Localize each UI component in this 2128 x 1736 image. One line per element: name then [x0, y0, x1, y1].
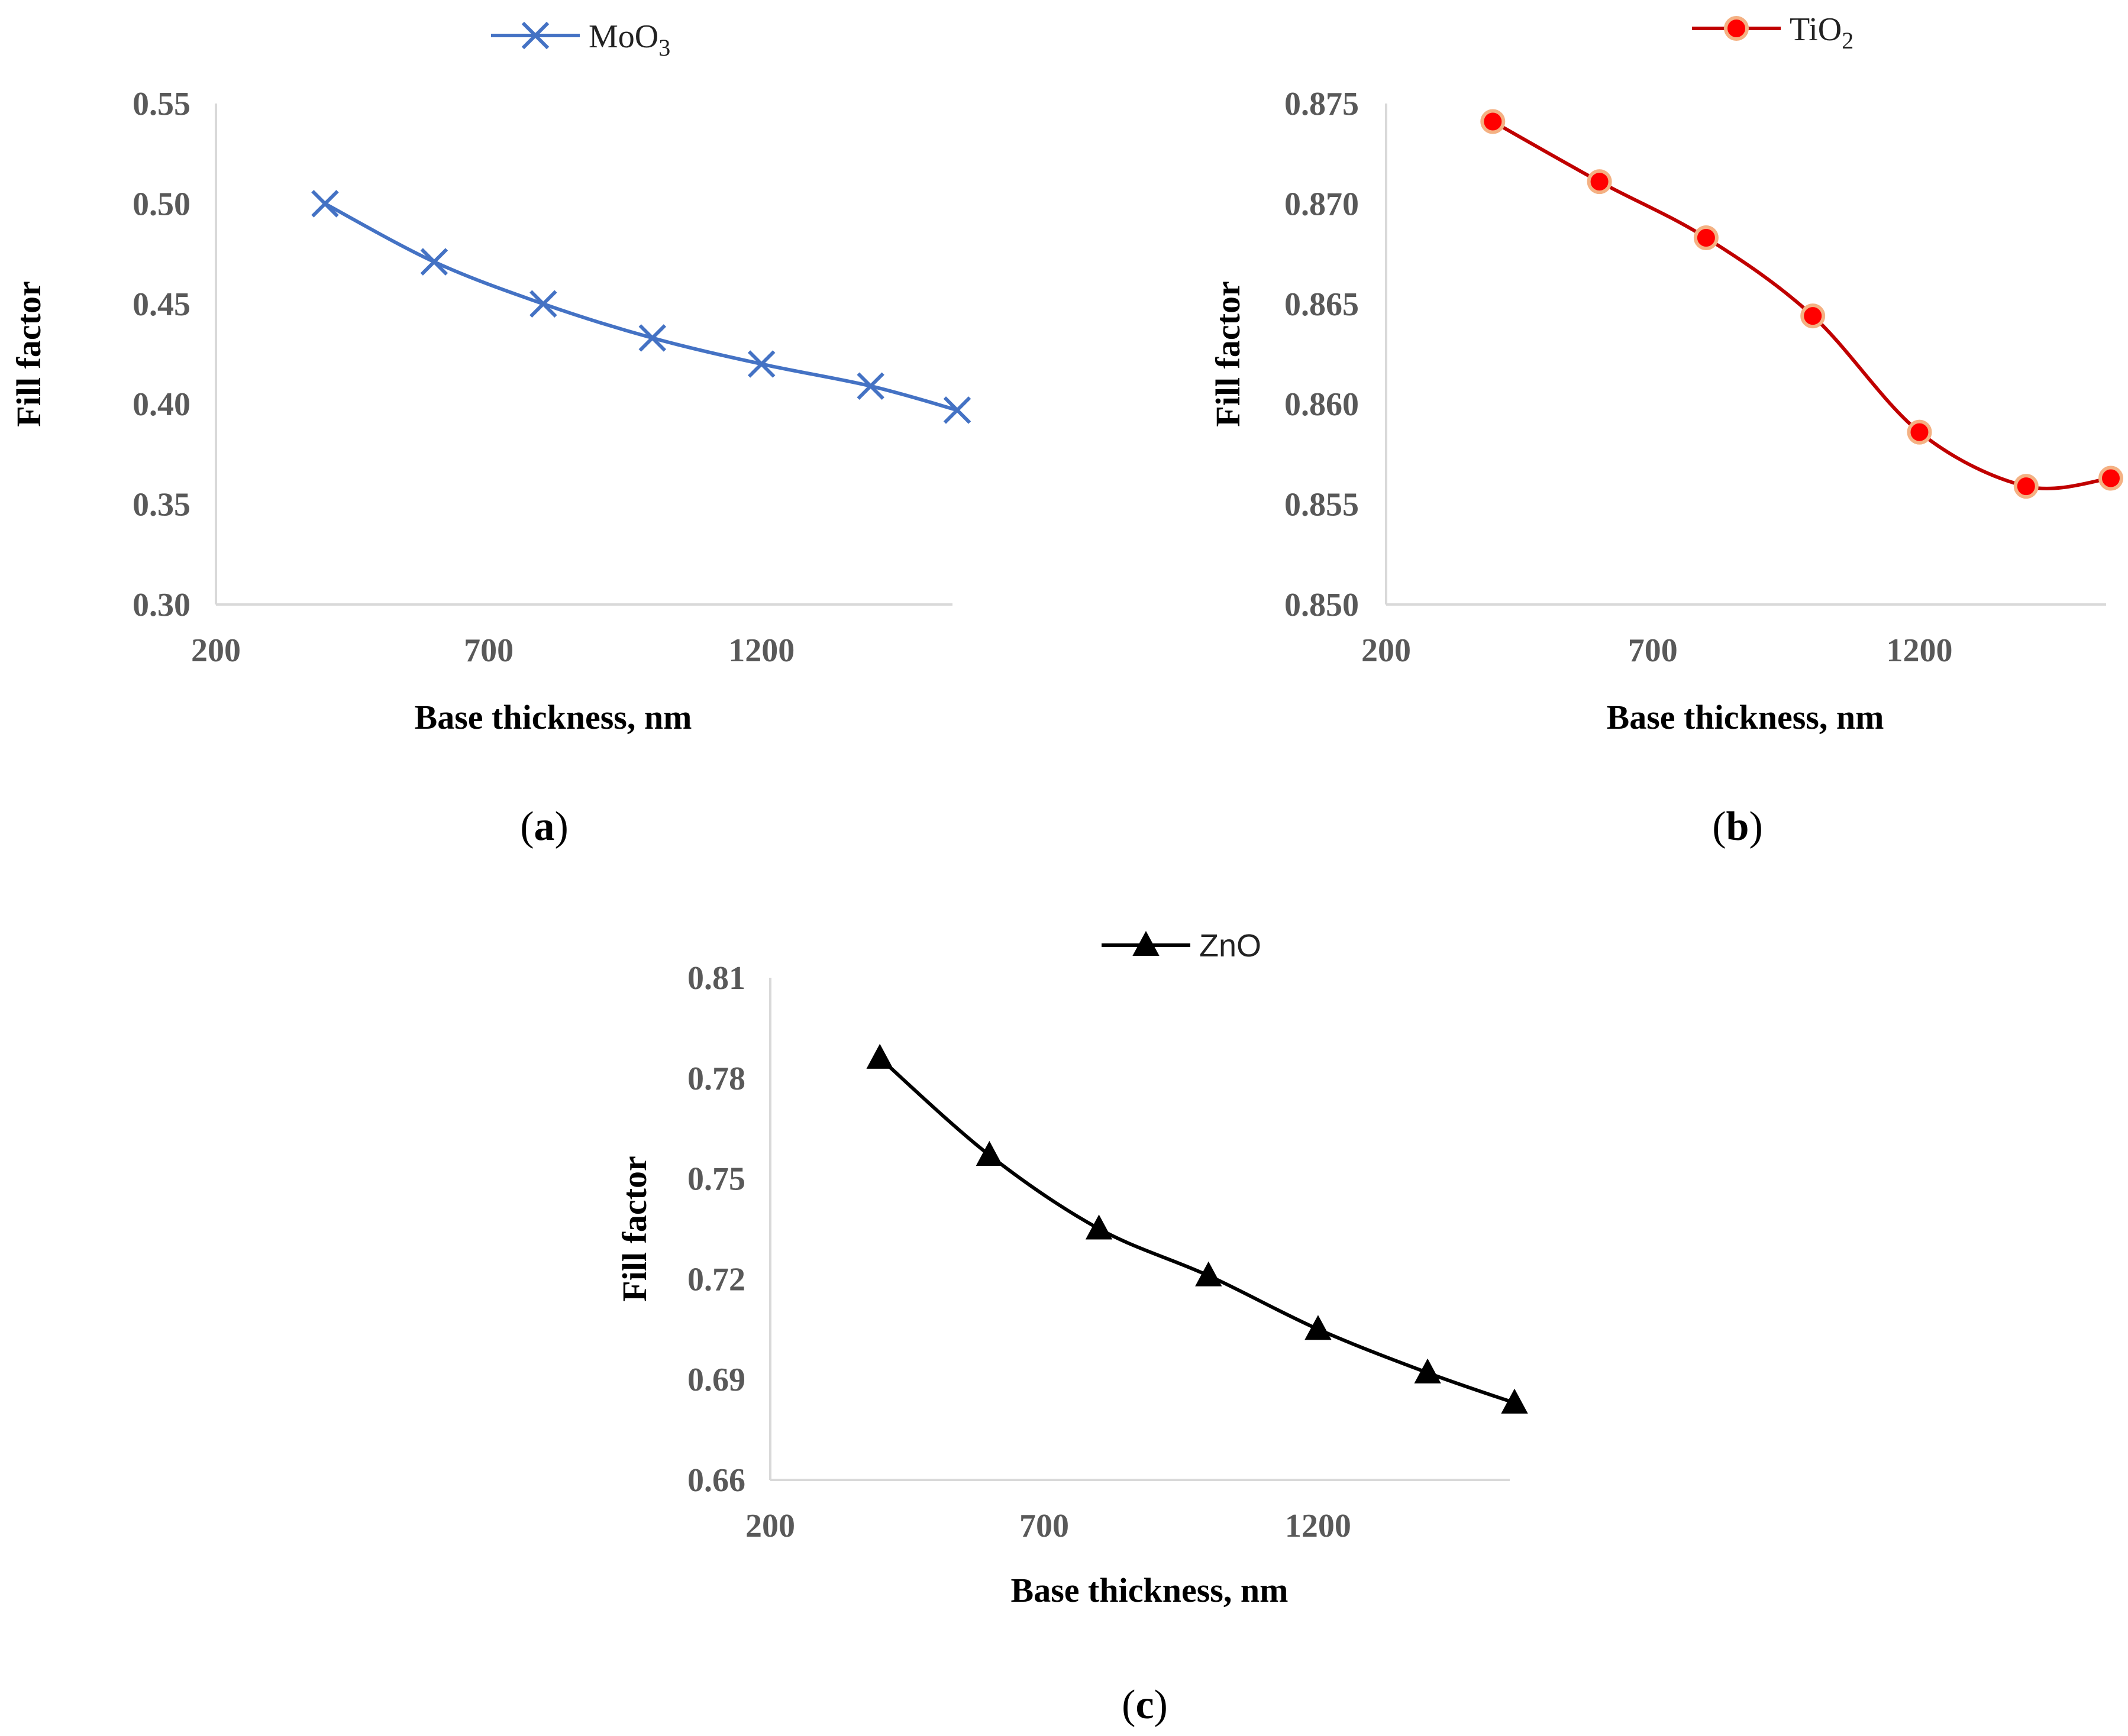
y-axis-title: Fill factor [9, 281, 48, 426]
legend-label-base: MoO [589, 18, 658, 55]
y-tick-label: 0.875 [1284, 86, 1359, 122]
y-tick-label: 0.78 [687, 1061, 745, 1097]
y-tick-label: 0.55 [133, 86, 190, 122]
data-point-marker [2098, 465, 2123, 491]
y-tick-label: 0.870 [1284, 186, 1359, 222]
x-tick-label: 200 [1361, 632, 1411, 669]
data-point-marker [1501, 1388, 1528, 1414]
x-axis-title: Base thickness, nm [1607, 698, 1884, 736]
x-axis-title: Base thickness, nm [1011, 1571, 1289, 1609]
data-point-marker [529, 290, 557, 318]
panel-caption-letter: b [1726, 804, 1749, 849]
data-point-marker [1800, 303, 1826, 329]
legend-label-subscript: 3 [658, 34, 670, 61]
data-point-marker [2013, 474, 2039, 499]
data-point-marker [1693, 225, 1719, 250]
panel-caption: (b) [1712, 804, 1763, 849]
data-point-marker [857, 372, 884, 400]
data-point-marker [943, 396, 971, 424]
panel-caption: (a) [520, 804, 569, 849]
y-tick-label: 0.72 [687, 1261, 745, 1298]
y-tick-label: 0.50 [133, 186, 190, 222]
y-tick-label: 0.81 [687, 960, 745, 997]
y-tick-label: 0.35 [133, 487, 190, 523]
legend-label-subscript: 2 [1842, 27, 1853, 54]
x-axis-title: Base thickness, nm [415, 698, 692, 736]
panel-caption-letter: a [534, 804, 555, 849]
x-tick-label: 1200 [1886, 632, 1952, 669]
x-tick-label: 700 [1628, 632, 1678, 669]
panel-caption: (c) [1122, 1682, 1168, 1728]
data-point-marker [1414, 1358, 1441, 1383]
y-axis-title: Fill factor [1209, 281, 1247, 426]
panel-caption-paren: ) [1749, 804, 1762, 849]
data-point-marker [311, 190, 339, 218]
y-tick-label: 0.69 [687, 1362, 745, 1398]
series-line [1491, 119, 2111, 490]
y-tick-label: 0.865 [1284, 286, 1359, 323]
x-tick-label: 200 [745, 1508, 795, 1544]
data-point-marker [638, 324, 667, 352]
y-tick-label: 0.45 [133, 286, 190, 323]
y-tick-label: 0.75 [687, 1161, 745, 1198]
legend-marker [1724, 16, 1749, 41]
series-line [879, 1056, 1515, 1405]
data-point-marker [420, 248, 448, 276]
x-tick-label: 200 [191, 632, 241, 669]
legend-label: MoO3 [589, 18, 670, 61]
chart-panel-b: 0.850 0.855 0.860 0.865 0.870 0.875 200 700 1200… [1209, 11, 2123, 849]
x-tick-label: 700 [464, 632, 514, 669]
data-point-marker [1587, 169, 1612, 195]
panel-caption-letter: c [1135, 1682, 1154, 1728]
data-point-marker [1480, 109, 1506, 134]
legend-label-base: TiO [1790, 11, 1842, 48]
x-tick-label: 1200 [728, 632, 795, 669]
chart-panel-c: 0.66 0.69 0.72 0.75 0.78 0.81 200 700 1200 Base t… [615, 928, 1528, 1728]
y-tick-label: 0.850 [1284, 587, 1359, 623]
data-point-marker [866, 1043, 893, 1069]
panel-caption-paren: ) [555, 804, 569, 849]
legend-label: ZnO [1199, 928, 1261, 964]
data-point-marker [1085, 1214, 1113, 1240]
y-tick-label: 0.855 [1284, 487, 1359, 523]
panel-caption-paren: ( [1712, 804, 1726, 849]
data-point-marker [1304, 1315, 1332, 1340]
y-tick-label: 0.30 [133, 587, 190, 623]
y-tick-label: 0.66 [687, 1462, 745, 1499]
legend-label: TiO2 [1790, 11, 1853, 54]
x-tick-label: 1200 [1285, 1508, 1351, 1544]
y-tick-label: 0.40 [133, 386, 190, 423]
panel-caption-paren: ( [1122, 1682, 1135, 1728]
legend-marker [1132, 930, 1160, 956]
panel-caption-paren: ) [1154, 1682, 1168, 1728]
legend-marker [521, 21, 550, 50]
data-point-marker [1195, 1261, 1222, 1286]
data-point-marker [1907, 419, 1932, 445]
x-tick-label: 700 [1019, 1508, 1069, 1544]
y-axis-title: Fill factor [615, 1156, 654, 1301]
panel-caption-paren: ( [520, 804, 534, 849]
data-point-marker [747, 350, 776, 378]
data-point-marker [976, 1140, 1003, 1166]
y-tick-label: 0.860 [1284, 386, 1359, 423]
chart-panel-a: 0.30 0.35 0.40 0.45 0.50 0.55 200 700 1200 Base t… [9, 18, 971, 849]
